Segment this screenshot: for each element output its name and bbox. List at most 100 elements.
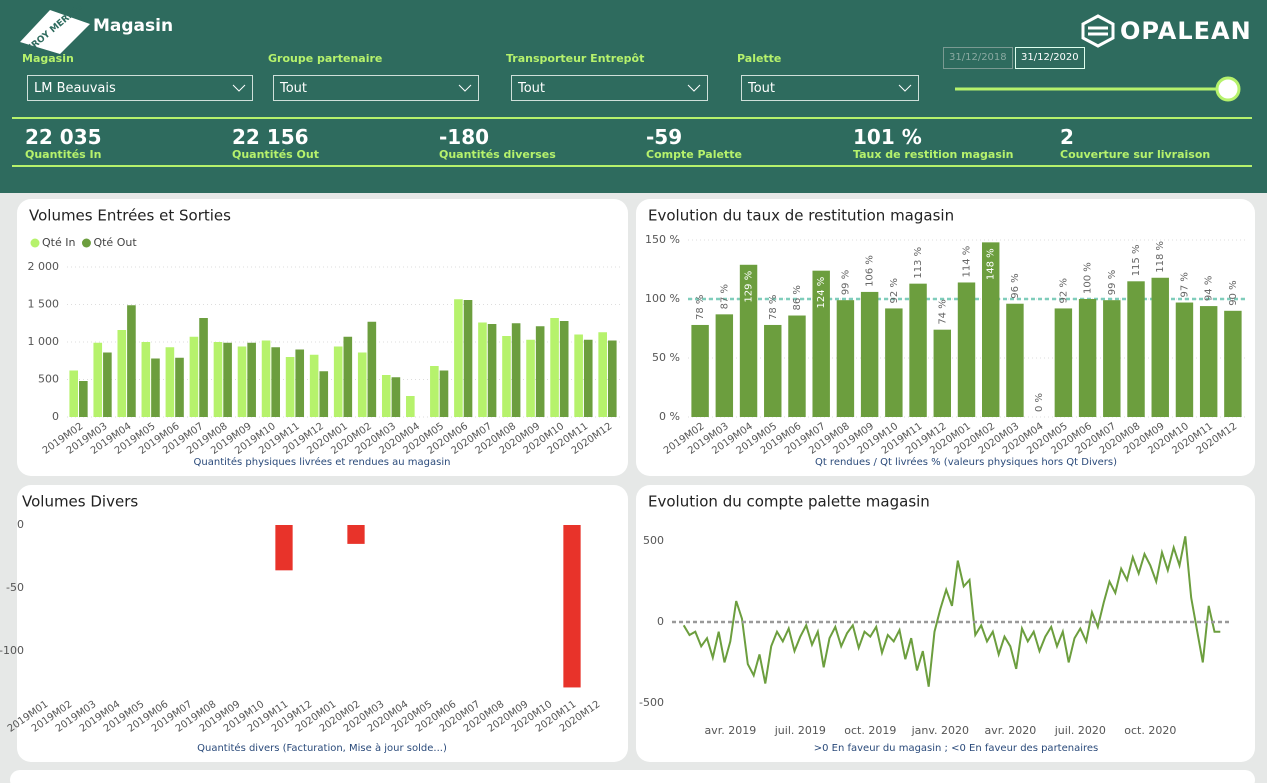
x-tick-label: 2019M10 <box>856 421 901 457</box>
data-label: 96 % <box>1010 273 1021 298</box>
kpi-label: Quantités Out <box>232 148 320 161</box>
data-label: 74 % <box>937 299 948 324</box>
kpi-label: Quantités In <box>25 148 102 161</box>
y-tick-label: 1 000 <box>28 335 60 348</box>
data-label: 113 % <box>913 247 924 279</box>
data-label: 86 % <box>792 285 803 310</box>
bar <box>909 283 927 417</box>
kpi-value: -59 <box>646 125 683 149</box>
data-label: 0 % <box>1034 393 1045 412</box>
date-slider[interactable] <box>950 74 1250 104</box>
filter-label: Groupe partenaire <box>268 52 383 65</box>
legend-label: Qté In <box>42 236 75 249</box>
x-tick-label: 2019M10 <box>233 421 278 457</box>
x-tick-label: 2020M10 <box>522 421 567 457</box>
brand: OPALEAN <box>1120 17 1252 45</box>
bar <box>478 322 487 417</box>
x-tick-label: 2019M08 <box>185 421 230 457</box>
x-tick-label: 2019M07 <box>783 421 828 457</box>
axis-title: Quantités divers (Facturation, Mise à jo… <box>197 742 447 754</box>
bar <box>141 342 151 417</box>
bar <box>511 323 521 417</box>
data-label: 148 % <box>986 248 997 280</box>
y-tick-label: 1 500 <box>28 298 60 311</box>
bar <box>347 525 365 544</box>
x-tick-label: juil. 2019 <box>774 724 826 737</box>
axis-title: Quantités physiques livrées et rendues a… <box>194 456 451 468</box>
bar <box>812 270 830 417</box>
data-label: 118 % <box>1155 241 1166 273</box>
date-end[interactable]: 31/12/2020 <box>1015 47 1085 69</box>
y-tick-label: 500 <box>38 373 59 386</box>
bar <box>357 352 367 417</box>
x-tick-label: oct. 2019 <box>844 724 896 737</box>
bar <box>237 346 247 417</box>
x-tick-label: 2019M11 <box>246 699 291 735</box>
data-label: 87 % <box>719 284 730 309</box>
chart-title: Evolution du taux de restitution magasin <box>648 207 954 225</box>
chevron <box>458 84 472 92</box>
bar <box>1224 310 1242 417</box>
x-tick-label: 2019M09 <box>831 421 876 457</box>
y-tick-label: 100 % <box>645 292 680 305</box>
x-tick-label: 2019M07 <box>150 699 195 735</box>
bar <box>439 370 449 417</box>
x-tick-label: 2019M08 <box>807 421 852 457</box>
bar <box>223 342 232 417</box>
x-tick-label: 2020M07 <box>450 421 495 457</box>
kpi-value: -180 <box>439 125 490 149</box>
bar <box>127 305 136 417</box>
kpi-value: 22 035 <box>25 125 102 149</box>
bar <box>381 375 391 417</box>
axis-title: >0 En faveur du magasin ; <0 En faveur d… <box>814 743 1099 754</box>
x-tick-label: 2019M03 <box>54 699 99 735</box>
x-tick-label: 2019M04 <box>78 699 123 735</box>
bar <box>526 339 535 417</box>
bar <box>391 377 401 417</box>
kpi-value: 2 <box>1060 125 1074 149</box>
x-tick-label: 2019M05 <box>113 421 158 457</box>
bar <box>764 324 782 417</box>
x-tick-label: 2020M03 <box>342 699 387 735</box>
x-tick-label: 2020M02 <box>329 421 374 457</box>
date-start[interactable]: 31/12/2018 <box>943 47 1013 69</box>
bar <box>117 330 127 417</box>
chart-title: Volumes Divers <box>22 493 138 511</box>
x-tick-label: 2020M09 <box>498 421 543 457</box>
dropdown[interactable]: Tout <box>741 75 919 101</box>
bar <box>367 321 377 417</box>
kpi-label: Couverture sur livraison <box>1060 148 1211 161</box>
x-tick-label: 2019M05 <box>735 421 780 457</box>
y-tick-label: -100 <box>0 644 24 657</box>
bar <box>1078 299 1097 417</box>
card <box>636 485 1255 762</box>
chevron <box>898 84 912 92</box>
bar <box>309 354 319 417</box>
y-tick-label: 500 <box>643 534 664 547</box>
x-tick-label: 2020M11 <box>534 699 579 735</box>
card <box>17 485 628 762</box>
x-tick-label: 2020M01 <box>294 699 339 735</box>
dropdown[interactable]: Tout <box>273 75 479 101</box>
x-tick-label: 2020M04 <box>1001 421 1046 457</box>
filter-label: Palette <box>737 52 782 65</box>
page-title: Magasin <box>93 16 174 36</box>
x-tick-label: 2020M03 <box>353 421 398 457</box>
x-tick-label: 2020M02 <box>953 421 998 457</box>
x-tick-label: 2020M07 <box>1074 421 1119 457</box>
bar <box>502 336 511 417</box>
bar <box>535 326 545 417</box>
x-tick-label: 2020M09 <box>486 699 531 735</box>
y-tick-label: 150 % <box>645 233 680 246</box>
x-tick-label: 2019M05 <box>102 699 147 735</box>
dropdown-value: Tout <box>518 81 546 96</box>
data-label: 100 % <box>1083 262 1094 294</box>
bar <box>1127 281 1145 417</box>
x-tick-label: 2019M06 <box>759 421 804 457</box>
x-tick-label: oct. 2020 <box>1124 724 1176 737</box>
x-tick-label: 2020M12 <box>558 699 603 735</box>
bar <box>319 371 329 417</box>
dropdown[interactable]: Tout <box>511 75 708 101</box>
x-tick-label: 2019M03 <box>65 421 110 457</box>
dropdown[interactable]: LM Beauvais <box>27 75 253 101</box>
